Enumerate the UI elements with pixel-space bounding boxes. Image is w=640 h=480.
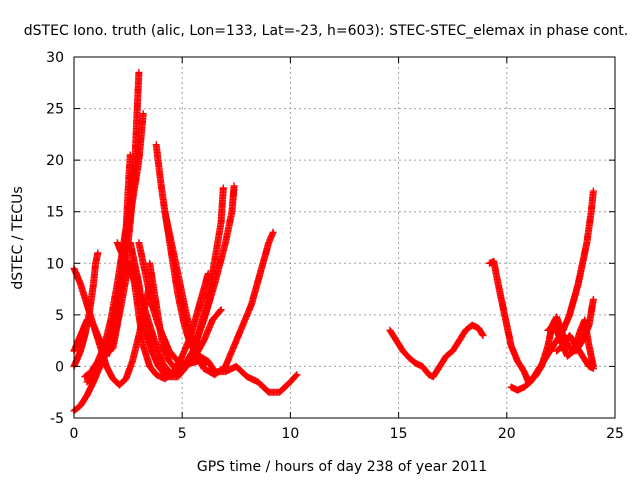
data-point-markers [146, 259, 225, 376]
x-tick-label: 5 [178, 426, 187, 442]
data-point-markers [553, 332, 597, 372]
y-tick-label: -5 [50, 411, 64, 427]
data-series [83, 110, 147, 386]
data-series [146, 259, 225, 376]
y-tick-label: 10 [46, 256, 64, 272]
y-tick-labels: -5 0 5 10 15 20 25 30 [46, 50, 64, 427]
plot-frame [73, 56, 616, 419]
y-axis-label: dSTEC / TECUs [10, 186, 26, 289]
data-series [553, 332, 597, 372]
y-tick-label: 30 [46, 50, 64, 66]
y-tick-label: 15 [46, 205, 64, 221]
y-tick-label: 5 [55, 308, 64, 324]
data-point-markers [126, 184, 227, 381]
axis-ticks [73, 56, 616, 419]
data-series [386, 321, 487, 381]
x-axis-label: GPS time / hours of day 238 of year 2011 [197, 459, 487, 475]
y-tick-label: 25 [46, 102, 64, 118]
data-series [161, 208, 277, 379]
data-point-markers [386, 321, 487, 381]
data-point-markers [83, 110, 147, 386]
y-tick-label: 0 [55, 359, 64, 375]
x-tick-label: 10 [281, 426, 299, 442]
data-series [126, 184, 227, 381]
data-point-markers [161, 208, 277, 379]
chart-title: dSTEC Iono. truth (alic, Lon=133, Lat=-2… [24, 23, 628, 39]
x-tick-label: 25 [606, 426, 624, 442]
x-tick-label: 0 [70, 426, 79, 442]
x-tick-label: 20 [498, 426, 516, 442]
y-tick-label: 20 [46, 153, 64, 169]
x-tick-labels: 0 5 10 15 20 25 [70, 426, 624, 442]
x-tick-label: 15 [390, 426, 408, 442]
plot-area [70, 69, 597, 415]
